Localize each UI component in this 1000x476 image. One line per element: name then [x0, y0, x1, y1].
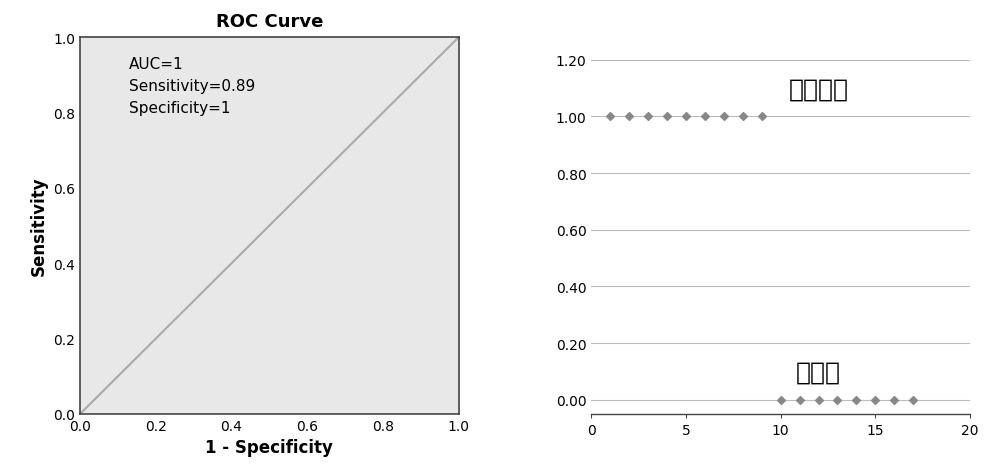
Point — [905, 396, 921, 404]
Point — [754, 113, 770, 121]
Point — [829, 396, 845, 404]
Text: AUC=1
Sensitivity=0.89
Specificity=1: AUC=1 Sensitivity=0.89 Specificity=1 — [129, 57, 255, 116]
Point — [848, 396, 864, 404]
Point — [886, 396, 902, 404]
Y-axis label: Sensitivity: Sensitivity — [30, 177, 48, 276]
Point — [792, 396, 808, 404]
Point — [735, 113, 751, 121]
Point — [773, 396, 789, 404]
Text: 正常组: 正常组 — [796, 360, 841, 384]
X-axis label: 1 - Specificity: 1 - Specificity — [205, 438, 333, 456]
Point — [716, 113, 732, 121]
Point — [602, 113, 618, 121]
Point — [811, 396, 827, 404]
Point — [621, 113, 637, 121]
Text: 糖尿病组: 糖尿病组 — [789, 77, 849, 101]
Point — [697, 113, 713, 121]
Point — [659, 113, 675, 121]
Point — [640, 113, 656, 121]
Title: ROC Curve: ROC Curve — [216, 13, 323, 31]
Point — [867, 396, 883, 404]
Point — [678, 113, 694, 121]
